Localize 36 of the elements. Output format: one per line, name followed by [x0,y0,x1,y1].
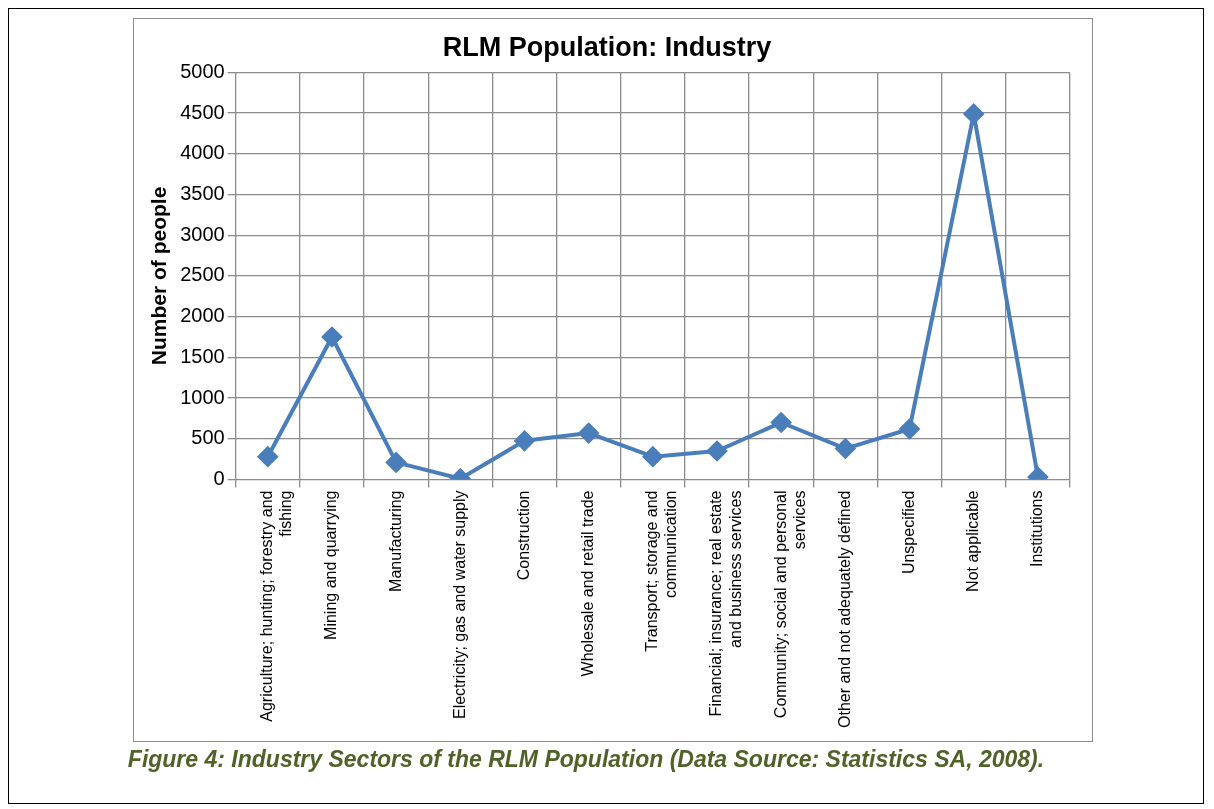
caption: Figure 4: Industry Sectors of the RLM Population (Data Source: Statistics SA, 2008). [126,746,1046,773]
x-tick-label: Mining and quarrying [322,490,340,640]
y-tick-label: 2000 [180,304,225,327]
y-tick-label: 4000 [180,141,225,164]
x-tick-label: Unspecified [899,490,917,575]
point [835,438,856,459]
x-tick-label: Construction [514,490,532,581]
x-tick-label: Manufacturing [386,490,404,592]
y-tick-label: 0 [213,467,225,489]
x-tick-label: Transport; storage and communication [643,490,680,652]
point [899,419,920,440]
point [257,446,278,467]
y-tick-label: 2500 [180,263,225,286]
y-tick-label: 4500 [180,100,225,123]
x-tick-label: Not applicable [964,490,982,592]
point [642,446,663,467]
y-tick-label: 1000 [180,385,225,408]
x-tick-label: Wholesale and retail trade [579,490,597,677]
point [321,327,342,348]
x-tick-label: Agriculture; hunting; forestry and fishing [258,490,295,722]
point [514,430,535,451]
y-tick-label: 3000 [180,222,225,245]
point [578,423,599,444]
y-tick-label: 3500 [180,182,225,205]
x-tick-label: Other and not adequately defined [835,490,853,728]
y-tick-label: 1500 [180,344,225,367]
point [707,440,728,461]
chart-title: RLM Population: Industry [442,31,772,62]
x-tick-label: Institutions [1028,490,1046,567]
y-tick-label: 500 [191,426,225,449]
x-tick-label: Electricity; gas and water supply [450,490,468,720]
y-axis-title: Number of people [147,186,171,366]
y-tick-label: 5000 [180,59,225,82]
point [963,103,984,124]
point [771,412,792,433]
point [386,452,407,473]
